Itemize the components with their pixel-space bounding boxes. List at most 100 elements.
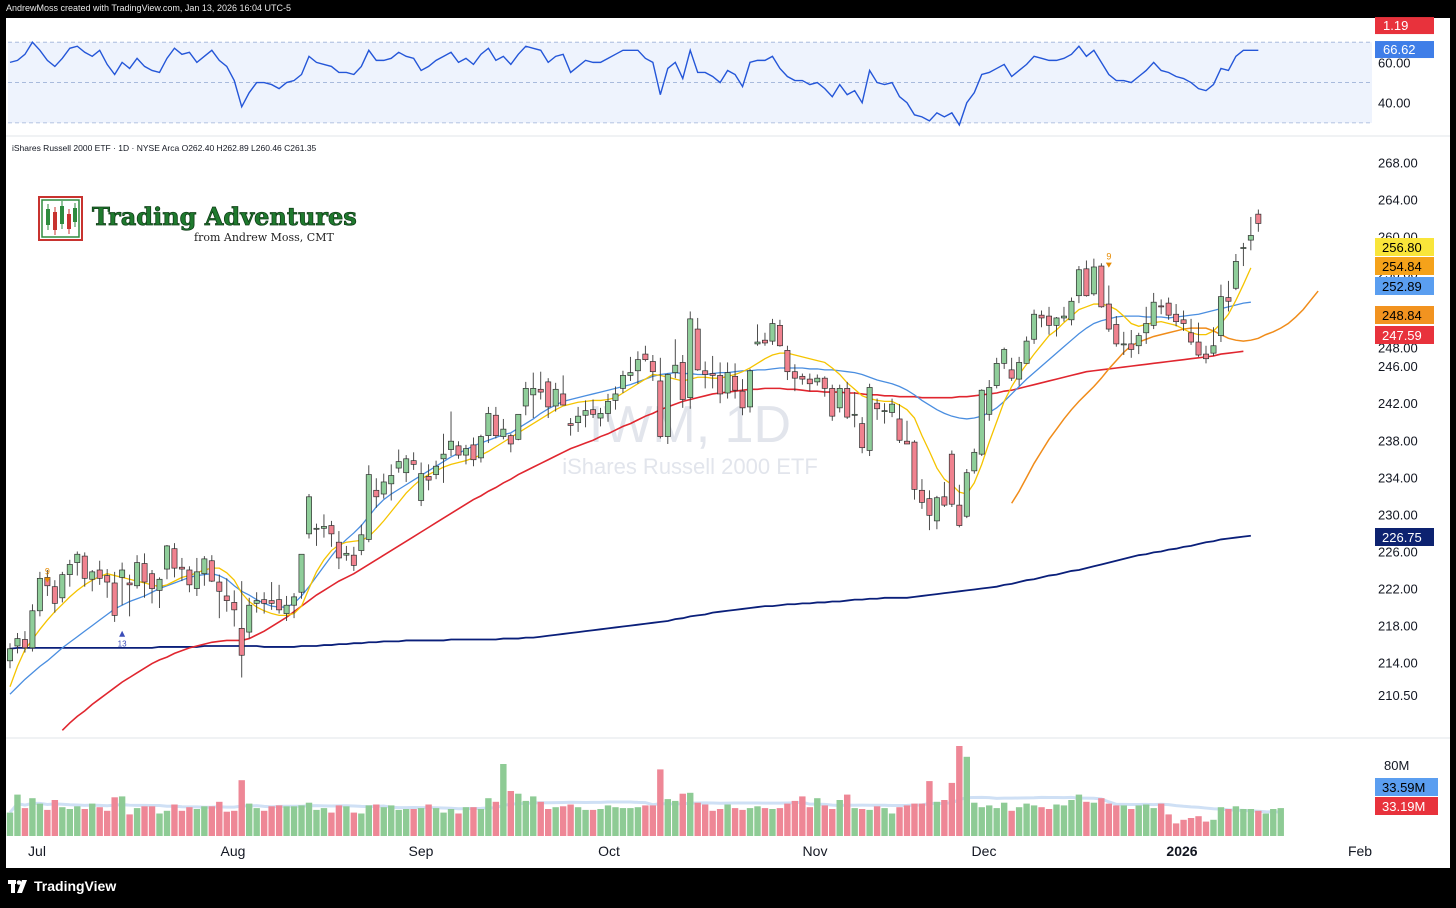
volume-bar[interactable] [171,804,178,837]
candle[interactable] [246,597,253,639]
candle[interactable] [7,643,13,669]
candle[interactable] [463,444,469,465]
candle[interactable] [1210,327,1217,356]
candle[interactable] [89,570,96,592]
volume-bar[interactable] [597,809,604,836]
volume-bar[interactable] [1105,803,1113,836]
candle[interactable] [739,379,746,416]
volume-bar[interactable] [253,808,260,836]
candle[interactable] [306,494,312,539]
volume-bar[interactable] [305,802,313,836]
candle[interactable] [268,582,275,610]
volume-bar[interactable] [933,801,941,836]
candle[interactable] [844,381,851,419]
candle[interactable] [22,631,28,653]
candle[interactable] [208,555,215,583]
volume-bar[interactable] [530,796,537,836]
candle[interactable] [948,450,955,507]
volume-bar[interactable] [649,805,657,836]
volume-bar[interactable] [470,807,477,836]
candle[interactable] [1083,260,1090,297]
candle[interactable] [388,464,395,501]
volume-bar[interactable] [178,810,186,836]
candle[interactable] [492,406,499,439]
candle[interactable] [343,545,350,561]
volume-bar[interactable] [545,809,552,836]
volume-bar[interactable] [1098,798,1105,836]
candle[interactable] [171,543,178,578]
volume-bar[interactable] [694,802,701,836]
volume-bar[interactable] [103,810,111,836]
candle[interactable] [238,581,245,678]
candle[interactable] [380,473,387,499]
volume-bar[interactable] [1075,794,1083,836]
candle[interactable] [866,383,873,457]
volume-bar[interactable] [1000,802,1008,836]
candle[interactable] [941,481,948,507]
volume-bar[interactable] [574,807,582,836]
volume-bar[interactable] [343,806,350,836]
volume-bar[interactable] [275,805,283,836]
candle[interactable] [291,593,298,619]
volume-bar[interactable] [246,803,253,836]
volume-bar[interactable] [986,805,993,836]
volume-bar[interactable] [559,806,567,836]
volume-bar[interactable] [806,807,814,836]
volume-bar[interactable] [133,808,141,836]
candle[interactable] [515,413,522,441]
candle[interactable] [66,559,73,587]
volume-bar[interactable] [492,801,500,836]
volume-bar[interactable] [373,804,380,837]
candle[interactable] [747,368,753,413]
volume-bar[interactable] [604,805,612,836]
volume-bar[interactable] [589,809,597,836]
volume-bar[interactable] [89,803,96,836]
volume-bar[interactable] [410,809,417,836]
candle[interactable] [350,546,357,571]
candle[interactable] [552,382,559,412]
candle[interactable] [642,345,649,362]
volume-bar[interactable] [118,796,126,836]
volume-bar[interactable] [679,793,686,836]
volume-bar[interactable] [1150,808,1157,836]
candle[interactable] [1016,356,1023,386]
candle[interactable] [14,633,21,654]
candle[interactable] [403,455,410,482]
volume-bar[interactable] [1195,816,1202,836]
candle[interactable] [1247,216,1254,251]
volume-bar[interactable] [290,806,298,836]
candle[interactable] [672,339,679,379]
candle[interactable] [313,523,320,546]
volume-bar[interactable] [507,791,515,836]
candle[interactable] [971,448,978,474]
candle[interactable] [717,362,724,404]
candle[interactable] [1173,304,1180,327]
candle[interactable] [836,384,843,413]
candle[interactable] [709,355,716,389]
volume-bar[interactable] [1247,809,1255,836]
volume-bar[interactable] [1083,801,1090,836]
volume-bar[interactable] [963,756,970,836]
volume-bar[interactable] [1202,821,1210,836]
volume-bar[interactable] [754,806,761,836]
candle[interactable] [605,393,611,422]
volume-bar[interactable] [36,803,44,836]
candle[interactable] [889,398,896,418]
candle[interactable] [1120,331,1127,356]
candle[interactable] [410,452,417,470]
candle[interactable] [851,392,858,428]
volume-bar[interactable] [582,809,589,836]
volume-bar[interactable] [477,809,485,836]
volume-bar[interactable] [432,808,440,836]
volume-bar[interactable] [515,793,522,836]
volume-bar[interactable] [769,809,776,836]
price-pane[interactable]: iShares Russell 2000 ETF · 1D · NYSE Arc… [7,143,1434,731]
volume-bar[interactable] [888,813,896,837]
volume-bar[interactable] [320,808,328,836]
candle[interactable] [470,437,477,467]
candle[interactable] [1165,297,1172,320]
volume-bar[interactable] [739,809,746,836]
tradingview-footer[interactable]: TradingView [8,878,116,894]
volume-bar[interactable] [627,808,634,836]
candle[interactable] [590,399,597,419]
